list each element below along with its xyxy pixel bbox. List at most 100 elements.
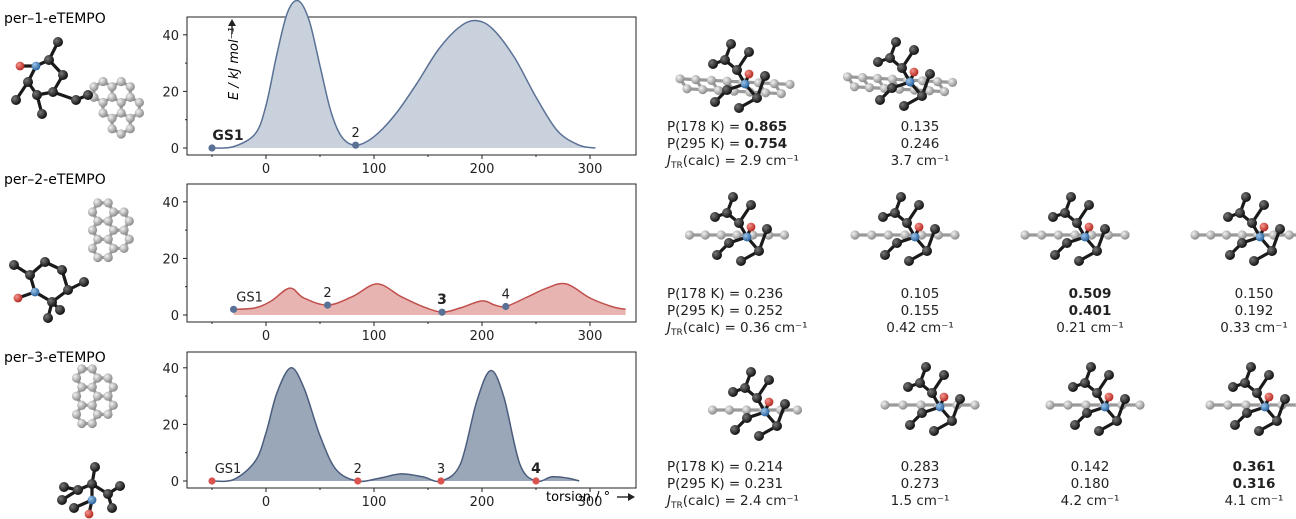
- atom: [103, 489, 113, 499]
- atom: [1235, 208, 1245, 218]
- atom: [98, 108, 108, 118]
- atom: [1240, 378, 1250, 388]
- x-axis-label: torsion / °: [546, 490, 610, 505]
- x-tick-label: 100: [362, 162, 387, 177]
- atom: [792, 405, 803, 415]
- atom: [43, 313, 53, 323]
- conformer-stats-r2-c2: 0.105 0.155 0.42 cm⁻¹: [886, 286, 954, 336]
- atom: [116, 129, 126, 139]
- minimum-marker: [230, 305, 238, 313]
- atom: [1260, 402, 1270, 412]
- atom: [785, 79, 795, 89]
- atom: [1252, 388, 1262, 398]
- atom: [87, 225, 98, 235]
- y-tick-label: 40: [162, 29, 179, 44]
- atom: [883, 230, 893, 240]
- atom: [108, 225, 119, 235]
- atom: [1254, 426, 1264, 436]
- atom: [914, 222, 924, 232]
- atom: [90, 462, 100, 472]
- atom: [722, 76, 732, 86]
- atom: [1080, 232, 1090, 242]
- atom: [1072, 218, 1082, 228]
- atom: [879, 83, 890, 93]
- atom: [98, 76, 108, 87]
- atom: [93, 252, 103, 263]
- atom: [744, 69, 754, 79]
- atom: [1280, 394, 1290, 404]
- atom: [902, 218, 912, 228]
- molecule-structure-per-2: [9, 198, 134, 323]
- minimum-label: GS1: [236, 290, 263, 305]
- conformer-stats-r3-c1: P(178 K) = 0.214 P(295 K) = 0.231 JTR(ca…: [667, 459, 799, 511]
- atom: [1080, 378, 1090, 388]
- atom: [864, 83, 875, 93]
- atom: [107, 503, 117, 513]
- atom: [929, 426, 939, 436]
- atom: [107, 82, 117, 92]
- atom: [57, 495, 67, 505]
- atom: [710, 97, 720, 107]
- atom: [890, 208, 900, 218]
- atom: [71, 391, 82, 401]
- atom: [849, 82, 860, 92]
- minimum-marker: [352, 141, 360, 149]
- atom: [1223, 400, 1233, 410]
- molecule-structure-per-1: [11, 37, 144, 139]
- atom: [754, 431, 764, 441]
- atom: [1275, 224, 1285, 234]
- x-tick-label: 0: [262, 329, 270, 344]
- atom: [125, 82, 135, 92]
- atom: [47, 297, 57, 307]
- atom: [59, 482, 69, 492]
- atom: [87, 243, 98, 253]
- atom: [1120, 230, 1130, 240]
- atom: [124, 216, 134, 226]
- atom: [1206, 230, 1216, 240]
- atom: [760, 407, 770, 417]
- atom: [746, 222, 756, 232]
- atom: [904, 256, 914, 266]
- atom: [1237, 230, 1247, 240]
- atom: [1104, 392, 1114, 402]
- atom: [1225, 250, 1235, 260]
- atom: [744, 47, 754, 57]
- minimum-label: GS1: [215, 462, 242, 477]
- atom: [708, 59, 718, 69]
- atom: [1082, 408, 1092, 418]
- atom: [732, 65, 742, 75]
- atom: [1100, 402, 1110, 412]
- atom: [1120, 394, 1130, 404]
- atom: [682, 84, 692, 94]
- atom: [116, 97, 126, 108]
- atom: [728, 192, 738, 202]
- atom: [87, 207, 98, 217]
- atom: [724, 238, 734, 248]
- y-tick-label: 0: [171, 142, 179, 157]
- atom: [1223, 212, 1233, 222]
- atom: [742, 232, 752, 242]
- atom: [93, 198, 103, 208]
- atom: [897, 63, 907, 73]
- atom: [684, 230, 695, 240]
- atom: [891, 37, 901, 47]
- atom: [947, 77, 958, 87]
- atom: [25, 270, 35, 280]
- atom: [1247, 218, 1257, 228]
- atom: [125, 92, 135, 102]
- atom: [44, 55, 54, 65]
- atom: [32, 90, 42, 100]
- atom: [1264, 370, 1274, 380]
- atom: [730, 425, 740, 435]
- atom: [885, 53, 895, 63]
- atom: [760, 71, 770, 81]
- atom: [107, 113, 117, 123]
- atom: [732, 230, 742, 240]
- plot-frame: [186, 16, 637, 156]
- x-tick-label: 300: [578, 162, 603, 177]
- energy-line: [211, 367, 580, 483]
- atom: [916, 400, 926, 410]
- atom: [764, 375, 774, 385]
- minimum-marker: [208, 477, 216, 485]
- atom: [108, 400, 118, 410]
